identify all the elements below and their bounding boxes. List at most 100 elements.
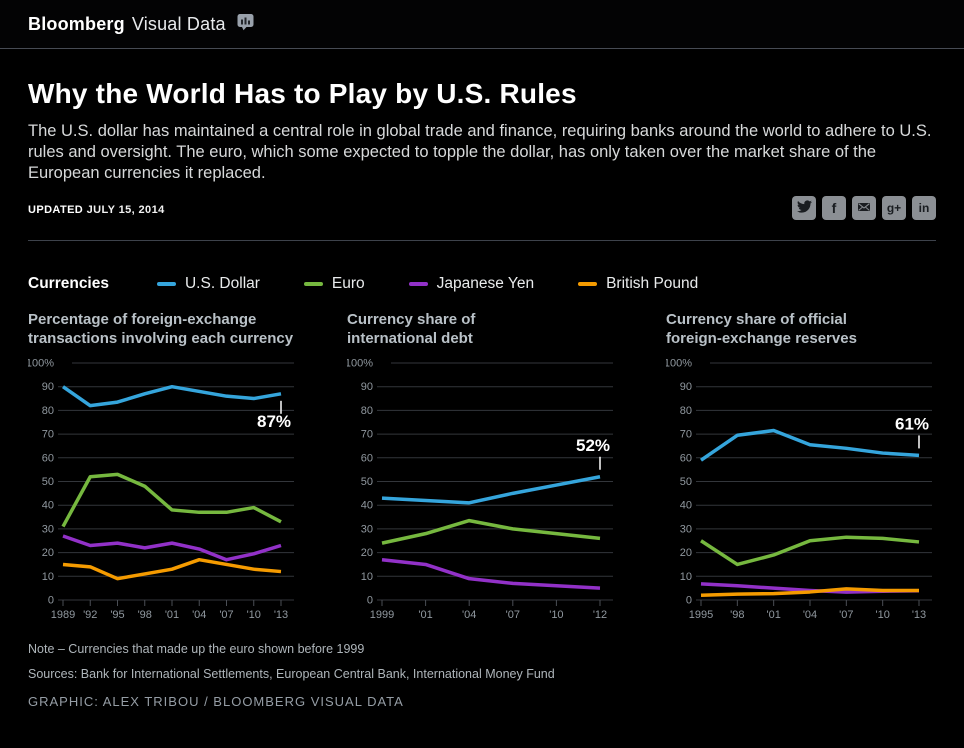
svg-text:87%: 87%: [257, 412, 291, 431]
chart-international-debt: Currency share of international debt 0 10…: [345, 310, 629, 630]
facebook-share-button[interactable]: f: [822, 196, 846, 220]
bloomberg-logo[interactable]: Bloomberg Visual Data: [28, 13, 255, 36]
svg-text:0: 0: [367, 595, 373, 607]
svg-text:20: 20: [42, 547, 54, 559]
svg-text:60: 60: [361, 452, 373, 464]
euro-swatch-icon: [303, 282, 323, 286]
svg-text:'07: '07: [839, 609, 853, 621]
svg-text:'07: '07: [506, 609, 520, 621]
svg-text:90: 90: [361, 381, 373, 393]
legend-label: Euro: [331, 275, 365, 292]
chart-bubble-icon: [237, 13, 255, 36]
svg-text:61%: 61%: [895, 414, 929, 433]
twitter-icon: [796, 199, 812, 217]
legend-item-british-pound: British Pound: [578, 275, 698, 293]
svg-text:1989: 1989: [51, 609, 75, 621]
svg-text:'10: '10: [875, 609, 889, 621]
chart-fx-reserves: Currency share of official foreign-excha…: [664, 310, 948, 630]
svg-text:10: 10: [680, 571, 692, 583]
charts-row: Percentage of foreign-exchange transacti…: [26, 310, 936, 630]
legend-item-us-dollar: U.S. Dollar: [156, 275, 260, 293]
svg-text:'04: '04: [803, 609, 817, 621]
svg-text:50: 50: [680, 476, 692, 488]
brand-name-bold: Bloomberg: [28, 13, 125, 34]
chart-title: Currency share of official foreign-excha…: [666, 311, 857, 347]
svg-text:52%: 52%: [576, 436, 610, 455]
facebook-icon: f: [831, 200, 837, 216]
svg-text:80: 80: [361, 405, 373, 417]
currencies-legend: Currencies U.S. Dollar Euro Japanese Yen…: [28, 274, 936, 294]
svg-text:'92: '92: [83, 609, 97, 621]
graphic-credit: GRAPHIC: ALEX TRIBOU / BLOOMBERG VISUAL …: [28, 694, 404, 709]
svg-text:100%: 100%: [347, 358, 373, 370]
legend-label: U.S. Dollar: [184, 275, 260, 292]
svg-text:1995: 1995: [689, 609, 713, 621]
chart-title: Currency share of international debt: [347, 311, 476, 347]
svg-text:'04: '04: [192, 609, 206, 621]
svg-text:50: 50: [361, 476, 373, 488]
svg-text:20: 20: [361, 547, 373, 559]
svg-text:100%: 100%: [28, 358, 54, 370]
meta-row: UPDATED JULY 15, 2014 f: [28, 196, 936, 220]
svg-text:50: 50: [42, 476, 54, 488]
svg-text:'98: '98: [138, 609, 152, 621]
article-subtitle: The U.S. dollar has maintained a central…: [28, 122, 932, 182]
svg-text:'12: '12: [593, 609, 607, 621]
svg-text:10: 10: [361, 571, 373, 583]
email-share-button[interactable]: [852, 196, 876, 220]
svg-text:100%: 100%: [666, 358, 692, 370]
email-icon: [856, 199, 872, 218]
svg-text:'07: '07: [219, 609, 233, 621]
svg-text:60: 60: [42, 452, 54, 464]
svg-text:70: 70: [42, 429, 54, 441]
linkedin-icon: in: [918, 201, 930, 215]
legend-item-japanese-yen: Japanese Yen: [408, 275, 534, 293]
svg-text:'98: '98: [730, 609, 744, 621]
fx-reserves-line-chart: 0 10 20 30 40 50 60 70 80 90 100% 1995 '98 '01 '04 '07 '…: [664, 355, 948, 630]
section-divider: [28, 240, 936, 241]
british-pound-swatch-icon: [578, 282, 598, 286]
svg-text:70: 70: [361, 429, 373, 441]
svg-text:'95: '95: [110, 609, 124, 621]
google-plus-icon: g+: [886, 201, 902, 215]
svg-text:'10: '10: [247, 609, 261, 621]
twitter-share-button[interactable]: [792, 196, 816, 220]
svg-text:'01: '01: [418, 609, 432, 621]
site-header: Bloomberg Visual Data: [0, 0, 964, 49]
svg-text:60: 60: [680, 452, 692, 464]
svg-text:80: 80: [680, 405, 692, 417]
svg-text:'13: '13: [274, 609, 288, 621]
legend-title: Currencies: [28, 275, 109, 292]
svg-text:1999: 1999: [370, 609, 394, 621]
chart-sources: Sources: Bank for International Settleme…: [28, 667, 555, 681]
chart-title: Percentage of foreign-exchange transacti…: [28, 311, 294, 347]
svg-text:70: 70: [680, 429, 692, 441]
svg-text:40: 40: [42, 500, 54, 512]
svg-text:90: 90: [680, 381, 692, 393]
legend-label: British Pound: [606, 275, 699, 292]
fx-transactions-line-chart: 0 10 20 30 40 50 60 70 80 90 100% 1989 '92 '95 '98 '01 '…: [26, 355, 310, 630]
linkedin-share-button[interactable]: in: [912, 196, 936, 220]
updated-date: JULY 15, 2014: [86, 204, 165, 216]
svg-text:'01: '01: [165, 609, 179, 621]
svg-text:30: 30: [680, 523, 692, 535]
svg-text:'10: '10: [549, 609, 563, 621]
legend-item-euro: Euro: [303, 275, 365, 293]
chart-fx-transactions: Percentage of foreign-exchange transacti…: [26, 310, 310, 630]
svg-text:20: 20: [680, 547, 692, 559]
footnotes: Note – Currencies that made up the euro …: [28, 642, 936, 709]
japanese-yen-swatch-icon: [408, 282, 428, 286]
svg-text:80: 80: [42, 405, 54, 417]
svg-text:30: 30: [361, 523, 373, 535]
page-title: Why the World Has to Play by U.S. Rules: [28, 78, 577, 109]
google-plus-share-button[interactable]: g+: [882, 196, 906, 220]
svg-text:'13: '13: [912, 609, 926, 621]
svg-text:'04: '04: [462, 609, 476, 621]
svg-text:40: 40: [361, 500, 373, 512]
svg-text:10: 10: [42, 571, 54, 583]
social-share-bar: f g+ in: [792, 196, 936, 220]
international-debt-line-chart: 0 10 20 30 40 50 60 70 80 90 100% 1999 '01 '04 '07 '10 '…: [345, 355, 629, 630]
article: Why the World Has to Play by U.S. Rules …: [0, 77, 964, 709]
svg-text:30: 30: [42, 523, 54, 535]
